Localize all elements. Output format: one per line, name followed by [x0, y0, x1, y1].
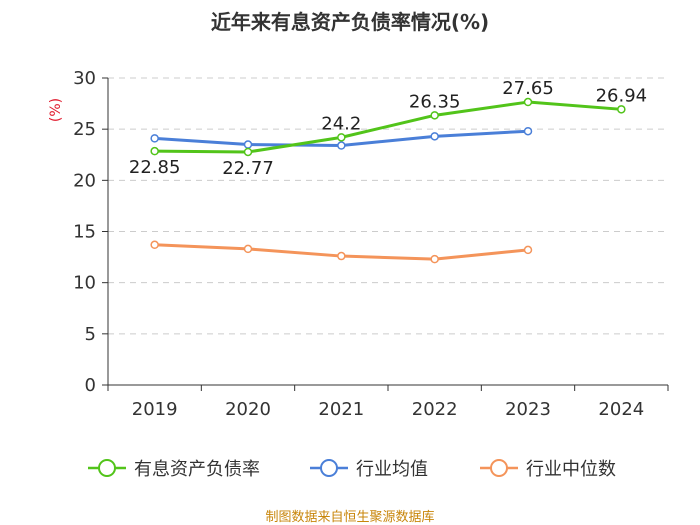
data-point: [430, 254, 439, 264]
data-point: [243, 147, 253, 157]
x-tick-label: 2023: [505, 399, 551, 420]
x-tick-label: 2022: [412, 399, 458, 420]
data-label: 26.94: [596, 85, 648, 106]
y-tick-label: 5: [85, 324, 96, 345]
axes: 0 5 10 15 20 25 30 2019 2020 2021 2022 2023 2024: [73, 68, 669, 420]
legend-label: 行业中位数: [526, 459, 616, 480]
data-label: 24.2: [321, 113, 361, 134]
data-point: [150, 146, 159, 156]
data-point: [430, 132, 439, 141]
data-point: [243, 244, 253, 254]
y-tick-label: 15: [73, 222, 96, 243]
legend-marker: [320, 459, 338, 477]
legend-label: 行业均值: [356, 459, 428, 480]
chart-title: 近年来有息资产负债率情况(%): [210, 10, 490, 34]
data-point: [243, 140, 253, 149]
y-tick-label: 20: [73, 170, 96, 191]
source-note: 制图数据来自恒生聚源数据库: [265, 510, 435, 525]
y-tick-label: 30: [73, 68, 96, 89]
legend-marker: [98, 459, 116, 477]
data-point: [523, 126, 533, 136]
data-point: [150, 134, 159, 143]
legend-marker: [490, 459, 508, 477]
series-line-0: [154, 100, 622, 154]
data-point: [523, 245, 533, 255]
y-axis-label: (%): [48, 98, 64, 122]
y-tick-label: 0: [85, 375, 96, 396]
x-tick-label: 2024: [598, 399, 644, 420]
data-point: [150, 240, 159, 250]
legend-label: 有息资产负债率: [134, 459, 260, 480]
grid-lines: [108, 77, 668, 335]
legend: 有息资产负债率 行业均值 行业中位数: [88, 459, 616, 480]
data-point: [430, 111, 439, 120]
data-label: 22.85: [129, 157, 181, 178]
data-point: [523, 97, 533, 107]
data-label: 27.65: [502, 78, 554, 99]
x-tick-label: 2020: [225, 399, 271, 420]
data-labels: 22.85 22.77 24.2 26.35 27.65 26.94: [129, 78, 647, 179]
data-label: 22.77: [222, 158, 274, 179]
data-point: [337, 141, 346, 150]
data-point: [337, 251, 346, 261]
x-tick-label: 2019: [132, 399, 178, 420]
y-tick-label: 25: [73, 119, 96, 140]
data-label: 26.35: [409, 91, 461, 112]
data-point: [617, 105, 626, 114]
x-tick-label: 2021: [318, 399, 364, 420]
y-tick-label: 10: [73, 273, 96, 294]
series: [150, 97, 626, 264]
data-point: [337, 133, 346, 142]
